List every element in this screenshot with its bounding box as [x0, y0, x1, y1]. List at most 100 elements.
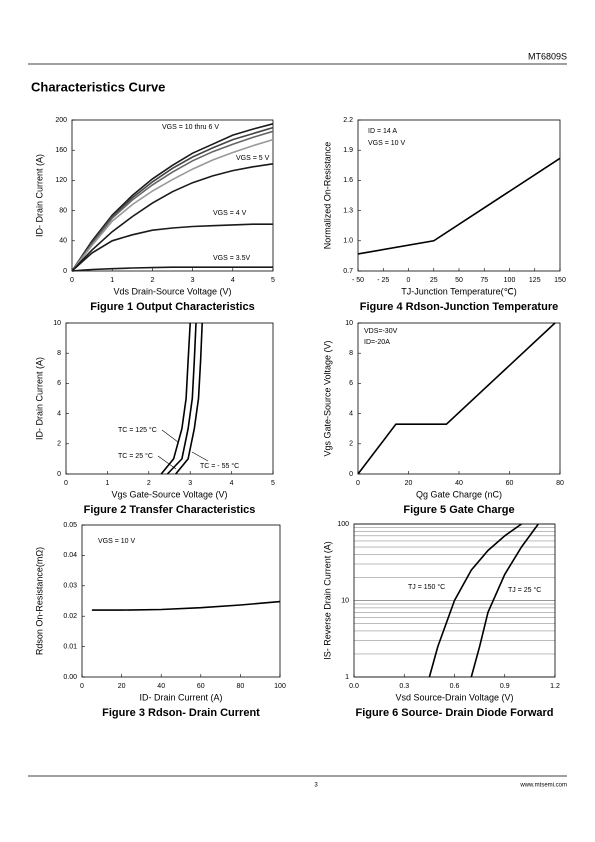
x-tick-label: 150 — [554, 277, 566, 284]
y-tick-label: 160 — [55, 147, 67, 154]
x-tick-label: 4 — [231, 277, 235, 284]
x-tick-label: 100 — [274, 683, 286, 690]
x-tick-label: 3 — [191, 277, 195, 284]
y-tick-label: 10 — [341, 597, 349, 604]
annotation: VGS = 3.5V — [213, 255, 250, 262]
x-tick-label: 0.9 — [500, 683, 510, 690]
y-tick-label: 1.9 — [343, 147, 353, 154]
y-tick-label: 120 — [55, 177, 67, 184]
x-tick-label: 100 — [504, 277, 516, 284]
annotation: VGS = 10 thru 6 V — [162, 124, 219, 131]
curve — [175, 322, 203, 475]
y-tick-label: 1.3 — [343, 207, 353, 214]
y-tick-label: 0.00 — [63, 674, 77, 681]
x-tick-label: 80 — [237, 683, 245, 690]
x-tick-label: 60 — [506, 480, 514, 487]
y-tick-label: 10 — [53, 320, 61, 327]
plot-frame — [71, 119, 274, 272]
figure-caption: Figure 3 Rdson- Drain Current — [102, 707, 260, 719]
part-number: MT6809S — [528, 51, 567, 61]
annotation: VGS = 5 V — [236, 155, 270, 162]
curve — [470, 523, 539, 678]
y-tick-label: 0.7 — [343, 268, 353, 275]
y-tick-label: 0 — [63, 268, 67, 275]
annotation: VGS = 10 V — [98, 538, 135, 545]
x-tick-label: 1.2 — [550, 683, 560, 690]
y-tick-label: 8 — [57, 350, 61, 357]
x-tick-label: 75 — [480, 277, 488, 284]
annotation: TC = - 55 °C — [200, 462, 239, 470]
annotation: TC = 125 °C — [118, 426, 157, 434]
x-tick-label: 3 — [188, 480, 192, 487]
annotation: ID = 14 A — [368, 128, 397, 135]
x-tick-label: 2 — [147, 480, 151, 487]
figure-caption: Figure 4 Rdson-Junction Temperature — [360, 301, 558, 313]
y-tick-label: 0 — [349, 471, 353, 478]
curve — [71, 123, 274, 272]
x-axis-label: Vsd Source-Drain Voltage (V) — [395, 692, 513, 702]
y-tick-label: 0.03 — [63, 583, 77, 590]
y-axis-label: ID- Drain Current (A) — [34, 154, 44, 237]
y-tick-label: 0 — [57, 471, 61, 478]
y-tick-label: 0.04 — [63, 552, 77, 559]
y-tick-label: 80 — [59, 207, 67, 214]
x-tick-label: 0 — [356, 480, 360, 487]
y-tick-label: 4 — [349, 410, 353, 417]
y-tick-label: 200 — [55, 117, 67, 124]
figure-caption: Figure 6 Source- Drain Diode Forward — [355, 707, 553, 719]
curve — [71, 223, 273, 272]
figure-caption: Figure 1 Output Characteristics — [90, 301, 254, 313]
y-tick-label: 1.6 — [343, 177, 353, 184]
y-tick-label: 6 — [57, 380, 61, 387]
figure-caption: Figure 2 Transfer Characteristics — [84, 504, 256, 516]
leader — [161, 429, 179, 443]
x-tick-label: 125 — [529, 277, 541, 284]
x-tick-label: - 25 — [377, 277, 389, 284]
x-tick-label: 60 — [197, 683, 205, 690]
annotation: VGS = 4 V — [213, 210, 247, 217]
x-tick-label: 5 — [271, 480, 275, 487]
annotation: VGS = 10 V — [368, 140, 405, 147]
curve — [71, 130, 274, 272]
y-tick-label: 6 — [349, 380, 353, 387]
y-tick-label: 8 — [349, 350, 353, 357]
section-title: Characteristics Curve — [31, 79, 165, 94]
y-tick-label: 0.01 — [63, 643, 77, 650]
x-tick-label: 80 — [556, 480, 564, 487]
y-tick-label: 1.0 — [343, 238, 353, 245]
y-axis-label: IS- Reverse Drain Current (A) — [322, 541, 332, 660]
figure-caption: Figure 5 Gate Charge — [403, 504, 514, 516]
curve — [428, 523, 522, 678]
y-tick-label: 2.2 — [343, 117, 353, 124]
x-tick-label: 40 — [157, 683, 165, 690]
y-axis-label: Rdson On-Resistance(mΩ) — [34, 547, 44, 655]
curve — [91, 600, 281, 611]
x-tick-label: 20 — [118, 683, 126, 690]
curve — [71, 138, 274, 272]
curve — [357, 157, 561, 255]
y-tick-label: 0.02 — [63, 613, 77, 620]
y-axis-label: ID- Drain Current (A) — [34, 357, 44, 440]
x-tick-label: 0.6 — [450, 683, 460, 690]
x-tick-label: 50 — [455, 277, 463, 284]
plot-frame — [353, 523, 556, 678]
y-axis-label: Normalized On-Resistance — [322, 142, 332, 250]
curve — [166, 322, 197, 475]
x-axis-label: Qg Gate Charge (nC) — [416, 489, 502, 499]
curve — [71, 126, 274, 272]
curve — [71, 163, 274, 272]
site: www.mtsemi.com — [519, 783, 567, 789]
x-tick-label: 1 — [110, 277, 114, 284]
x-tick-label: 5 — [271, 277, 275, 284]
x-tick-label: 0 — [70, 277, 74, 284]
y-tick-label: 100 — [337, 521, 349, 528]
page-number: 3 — [314, 783, 318, 789]
annotation: TC = 25 °C — [118, 452, 153, 460]
x-axis-label: TJ-Junction Temperature(℃) — [401, 286, 516, 296]
leader — [157, 455, 177, 470]
y-tick-label: 2 — [57, 441, 61, 448]
x-axis-label: Vgs Gate-Source Voltage (V) — [111, 489, 227, 499]
curve — [357, 322, 556, 475]
x-tick-label: 20 — [405, 480, 413, 487]
